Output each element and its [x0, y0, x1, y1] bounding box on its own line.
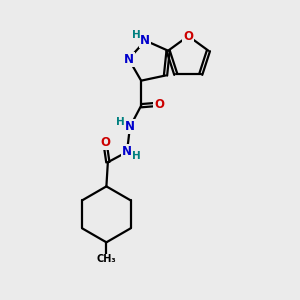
Text: O: O: [154, 98, 164, 111]
Text: H: H: [132, 151, 141, 161]
Text: N: N: [122, 146, 132, 158]
Text: O: O: [100, 136, 110, 149]
Text: CH₃: CH₃: [97, 254, 116, 264]
Text: N: N: [140, 34, 150, 47]
Text: O: O: [183, 29, 193, 43]
Text: H: H: [132, 30, 140, 40]
Text: H: H: [116, 118, 124, 128]
Text: N: N: [125, 120, 135, 134]
Text: N: N: [124, 52, 134, 66]
